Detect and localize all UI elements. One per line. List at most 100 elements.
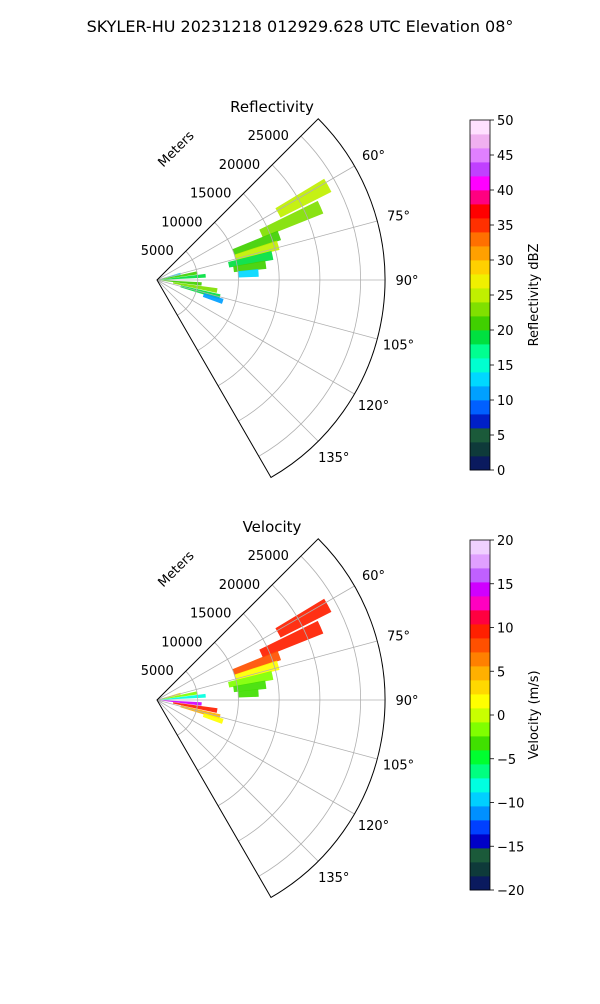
range-gridline-2	[217, 193, 280, 387]
colorbar-tick-label-4: 0	[497, 709, 505, 724]
colorbar-segment-3	[470, 834, 490, 849]
sector-outline	[156, 118, 386, 479]
range-gridline-4	[258, 135, 361, 457]
azimuth-tick-label-4: 120°	[358, 819, 389, 834]
colorbar-segment-24	[470, 540, 490, 555]
colorbar-tick-label-7: 15	[497, 578, 514, 593]
colorbar-segment-13	[470, 274, 490, 289]
data-cell-10	[157, 700, 202, 706]
data-cell-3	[234, 240, 280, 261]
azimuth-tick-label-5: 135°	[318, 871, 349, 886]
velocity-polar-plot: 5000 10000 15000 20000 25000 60° 75° 90° 105° 120…	[141, 538, 419, 899]
azimuth-gridline-1	[156, 220, 378, 281]
colorbar-tick-label-10: 50	[497, 114, 514, 129]
colorbar-tick-label-1: 5	[497, 429, 505, 444]
azimuth-tick-label-1: 75°	[387, 209, 410, 224]
colorbar-segment-17	[470, 218, 490, 233]
colorbar-label: Velocity (m/s)	[527, 670, 542, 759]
colorbar-segment-20	[470, 176, 490, 191]
range-gridline-0	[177, 250, 199, 316]
colorbar-segment-8	[470, 764, 490, 779]
colorbar-segment-8	[470, 344, 490, 359]
colorbar-segment-23	[470, 554, 490, 569]
reflectivity-panel: Reflectivity 5000 10000 15000 20000 25000 60°…	[141, 98, 542, 479]
colorbar-tick-label-6: 10	[497, 622, 514, 637]
colorbar-segment-9	[470, 750, 490, 765]
colorbar-segment-23	[470, 134, 490, 149]
range-tick-label-2: 15000	[190, 187, 231, 202]
colorbar-segment-14	[470, 680, 490, 695]
range-tick-label-4: 25000	[248, 129, 289, 144]
data-cell-0	[275, 598, 332, 638]
colorbar-tick-label-3: 15	[497, 359, 514, 374]
colorbar-segment-14	[470, 260, 490, 275]
colorbar-segment-6	[470, 792, 490, 807]
azimuth-tick-label-2: 90°	[395, 274, 418, 289]
range-tick-label-4: 25000	[248, 549, 289, 564]
range-gridline-4	[258, 555, 361, 877]
colorbar-segment-12	[470, 708, 490, 723]
colorbar-segment-0	[470, 876, 490, 891]
colorbar-segment-2	[470, 428, 490, 443]
data-cell-9	[157, 273, 206, 280]
data-cell-6	[237, 269, 259, 278]
colorbar-segment-0	[470, 456, 490, 471]
data-cell-1	[259, 620, 324, 658]
velocity-panel: Velocity 5000 10000 15000 20000 25000 60° 75° 9…	[141, 518, 542, 899]
colorbar-segment-10	[470, 316, 490, 331]
colorbar-segment-20	[470, 596, 490, 611]
reflectivity-colorbar: 0 5 10 15 20 25 30 35 40 45 50 Reflectivity dBZ	[469, 114, 542, 479]
colorbar-tick-label-0: −20	[497, 884, 524, 899]
colorbar-segment-11	[470, 302, 490, 317]
azimuth-tick-label-2: 90°	[395, 694, 418, 709]
colorbar-tick-label-5: 5	[497, 665, 505, 680]
colorbar-tick-label-1: −15	[497, 840, 524, 855]
colorbar-tick-label-3: −5	[497, 753, 516, 768]
range-gridline-1	[197, 222, 239, 351]
range-tick-label-2: 15000	[190, 607, 231, 622]
reflectivity-title: Reflectivity	[230, 98, 314, 116]
colorbar-tick-label-6: 30	[497, 254, 514, 269]
data-cell-9	[157, 693, 206, 700]
colorbar-tick-label-4: 20	[497, 324, 514, 339]
colorbar-segment-10	[470, 736, 490, 751]
colorbar-segment-13	[470, 694, 490, 709]
data-cell-13	[202, 713, 224, 724]
colorbar-segment-7	[470, 778, 490, 793]
colorbar-label: Reflectivity dBZ	[527, 244, 542, 347]
colorbar-segment-22	[470, 568, 490, 583]
azimuth-gridline-1	[156, 640, 378, 701]
range-gridline-2	[217, 613, 280, 807]
colorbar-segment-16	[470, 232, 490, 247]
azimuth-gridline-4	[156, 279, 355, 395]
colorbar-segment-1	[470, 862, 490, 877]
colorbar-segment-12	[470, 288, 490, 303]
data-cell-2	[232, 230, 282, 256]
colorbar-segment-1	[470, 442, 490, 457]
range-tick-label-1: 10000	[161, 215, 202, 230]
azimuth-tick-label-3: 105°	[383, 339, 414, 354]
colorbar-tick-label-0: 0	[497, 464, 505, 479]
figure-suptitle: SKYLER-HU 20231218 012929.628 UTC Elevat…	[87, 17, 514, 36]
colorbar-tick-label-2: 10	[497, 394, 514, 409]
sector-outline	[156, 538, 386, 899]
data-cell-0	[275, 178, 332, 218]
range-tick-label-1: 10000	[161, 635, 202, 650]
data-cell-8	[157, 691, 198, 700]
colorbar-segment-7	[470, 358, 490, 373]
reflectivity-polar-plot: 5000 10000 15000 20000 25000 60° 75° 90° 105° 120…	[141, 118, 419, 479]
colorbar-segment-17	[470, 638, 490, 653]
colorbar-segment-21	[470, 162, 490, 177]
colorbar-tick-label-9: 45	[497, 149, 514, 164]
azimuth-tick-label-4: 120°	[358, 399, 389, 414]
colorbar-segment-4	[470, 820, 490, 835]
data-cell-3	[234, 660, 280, 681]
colorbar-segment-5	[470, 386, 490, 401]
azimuth-tick-label-3: 105°	[383, 759, 414, 774]
velocity-title: Velocity	[243, 518, 302, 536]
azimuth-tick-label-0: 60°	[362, 149, 385, 164]
colorbar-segment-16	[470, 652, 490, 667]
colorbar-segment-3	[470, 414, 490, 429]
colorbar-segment-15	[470, 246, 490, 261]
